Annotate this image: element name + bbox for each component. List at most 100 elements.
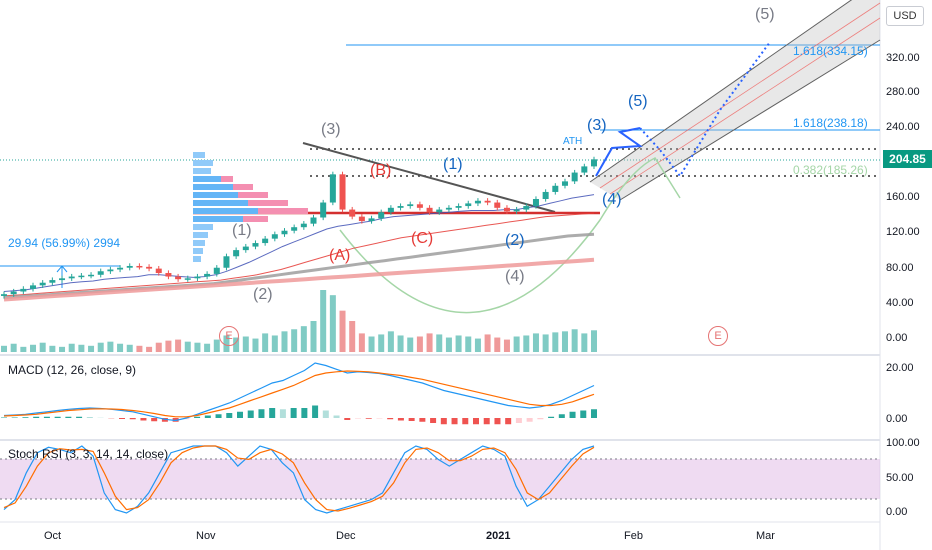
stoch-tick-100: 100.00: [886, 437, 920, 449]
volume-bar: [474, 338, 481, 352]
fib-label-334: 1.618(334.15): [793, 44, 868, 58]
measure-arrowhead: [56, 265, 68, 273]
wave-gray-2: (2): [253, 286, 273, 303]
macd-histogram-bar: [515, 418, 522, 423]
candle: [561, 181, 568, 186]
macd-histogram-bar: [194, 416, 201, 418]
volume-bar: [78, 344, 85, 352]
wave-gray-3: (3): [321, 121, 341, 138]
candle: [49, 280, 56, 283]
earnings-marker-1[interactable]: E: [219, 326, 239, 346]
volume-bar: [68, 343, 75, 352]
candle: [165, 273, 172, 277]
candle: [397, 206, 404, 208]
candle: [78, 275, 85, 278]
candle: [581, 166, 588, 173]
volume-bar: [445, 337, 452, 352]
macd-label[interactable]: MACD (12, 26, close, 9): [8, 363, 137, 377]
volume-bar: [571, 329, 578, 352]
volume-bar: [252, 338, 259, 352]
wave-gray-5: (5): [755, 6, 775, 23]
macd-histogram-bar: [580, 410, 587, 418]
candle: [455, 206, 462, 208]
volume-bar: [407, 337, 414, 352]
candle: [339, 174, 346, 210]
ath-label: ATH: [563, 136, 583, 147]
macd-histogram-bar: [151, 418, 158, 422]
volume-bar: [10, 343, 17, 352]
volume-bar: [310, 321, 317, 352]
volume-bar: [523, 335, 530, 352]
volume-bar: [233, 337, 240, 352]
candle: [126, 265, 133, 268]
candle: [571, 172, 578, 182]
volume-bar: [591, 330, 597, 352]
candle: [503, 207, 510, 212]
volume-bar: [117, 343, 124, 352]
volume-profile: [193, 152, 308, 262]
macd-histogram-bar: [290, 408, 297, 418]
candle: [233, 250, 240, 257]
x-tick-2021: 2021: [486, 530, 511, 542]
candle: [523, 206, 530, 210]
volume-bar: [552, 332, 559, 352]
candle: [542, 191, 549, 199]
macd-histogram-bar: [215, 414, 222, 418]
macd-histogram-bar: [322, 410, 329, 418]
candle: [68, 276, 75, 279]
macd-histogram-bar: [247, 410, 254, 418]
macd-tick-20: 20.00: [886, 362, 914, 374]
macd-histogram-bar: [430, 418, 437, 423]
volume-bar: [59, 346, 66, 352]
stoch-label[interactable]: Stoch RSI (3, 3, 14, 14, close): [8, 447, 169, 461]
macd-histogram-bar: [301, 408, 308, 418]
volume-bar: [242, 336, 249, 352]
candle: [262, 238, 269, 244]
macd-histogram-bar: [1, 417, 7, 418]
candle: [532, 199, 539, 207]
candle: [320, 202, 327, 218]
candle: [349, 209, 356, 217]
stoch-series-k: [3, 445, 595, 514]
channel-upper: [589, 0, 853, 183]
macd-histogram-bar: [569, 411, 576, 418]
macd-histogram-bar: [333, 415, 340, 418]
volume-bar: [271, 335, 278, 352]
macd-histogram-bar: [119, 418, 125, 419]
volume-bar: [542, 334, 549, 352]
volume-bar: [581, 333, 588, 352]
stoch-tick-0: 0.00: [886, 506, 908, 518]
wave-blue-2: (2): [505, 232, 525, 249]
price-tick-80: 80.00: [886, 262, 914, 274]
volume-bar: [291, 329, 298, 352]
macd-histogram-bar: [473, 418, 479, 425]
volume-bar: [88, 345, 95, 352]
measure-label: 29.94 (56.99%) 2994: [8, 236, 121, 250]
volume-bar: [416, 336, 423, 352]
macd-histogram-bar: [462, 418, 469, 425]
macd-tick-0: 0.00: [886, 413, 908, 425]
macd-histogram-bar: [258, 409, 265, 418]
candle: [552, 185, 559, 192]
candle: [407, 204, 414, 207]
price-tick-120: 120.00: [886, 226, 920, 238]
channel-mid-1: [599, 2, 881, 189]
candle: [107, 269, 114, 272]
currency-badge[interactable]: USD: [886, 6, 924, 26]
ma-line-ma200: [3, 257, 595, 302]
candle: [252, 243, 259, 247]
price-tick-280: 280.00: [886, 86, 920, 98]
candle: [465, 203, 472, 207]
macd-histogram-bar: [312, 405, 319, 418]
candle: [513, 209, 520, 212]
fib-label-185: 0.382(185.26): [793, 163, 868, 177]
candle: [136, 265, 143, 268]
candle: [184, 278, 191, 280]
price-tick-0: 0.00: [886, 332, 908, 344]
volume-bar: [436, 334, 443, 352]
earnings-marker-2[interactable]: E: [708, 326, 728, 346]
macd-histogram-bar: [483, 418, 490, 425]
stoch-tick-50: 50.00: [886, 472, 914, 484]
macd-histogram-bar: [54, 416, 61, 418]
macd-histogram-bar: [65, 416, 72, 418]
